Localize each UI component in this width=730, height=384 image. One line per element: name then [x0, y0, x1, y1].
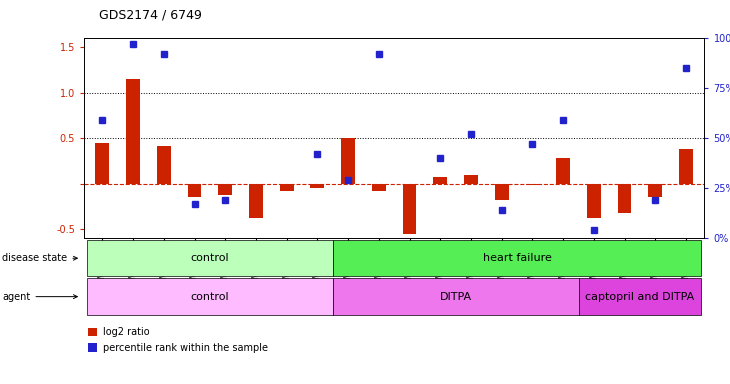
Bar — [495, 184, 509, 200]
Bar — [88, 343, 97, 352]
Text: control: control — [191, 291, 229, 302]
Bar — [126, 79, 140, 184]
Bar — [88, 328, 97, 336]
Bar — [587, 184, 601, 218]
Bar — [157, 146, 171, 184]
Text: percentile rank within the sample: percentile rank within the sample — [103, 343, 268, 353]
Text: heart failure: heart failure — [483, 253, 551, 263]
Bar — [648, 184, 662, 197]
Bar — [218, 184, 232, 195]
Bar — [434, 177, 447, 184]
Text: disease state: disease state — [2, 253, 77, 263]
Bar — [618, 184, 631, 213]
Bar — [341, 138, 355, 184]
Bar — [87, 240, 333, 276]
Text: control: control — [191, 253, 229, 263]
Bar — [333, 240, 702, 276]
Bar — [188, 184, 201, 197]
Bar — [87, 278, 333, 315]
Bar — [578, 278, 702, 315]
Bar — [403, 184, 417, 233]
Bar — [310, 184, 324, 188]
Bar — [333, 278, 578, 315]
Text: DITPA: DITPA — [439, 291, 472, 302]
Bar — [249, 184, 263, 218]
Bar — [556, 158, 570, 184]
Text: captopril and DITPA: captopril and DITPA — [585, 291, 694, 302]
Bar — [526, 184, 539, 185]
Bar — [96, 143, 110, 184]
Bar — [280, 184, 293, 191]
Bar — [372, 184, 385, 191]
Text: log2 ratio: log2 ratio — [103, 327, 150, 337]
Bar — [464, 175, 478, 184]
Bar — [679, 149, 693, 184]
Text: GDS2174 / 6749: GDS2174 / 6749 — [99, 8, 201, 21]
Text: agent: agent — [2, 291, 77, 302]
